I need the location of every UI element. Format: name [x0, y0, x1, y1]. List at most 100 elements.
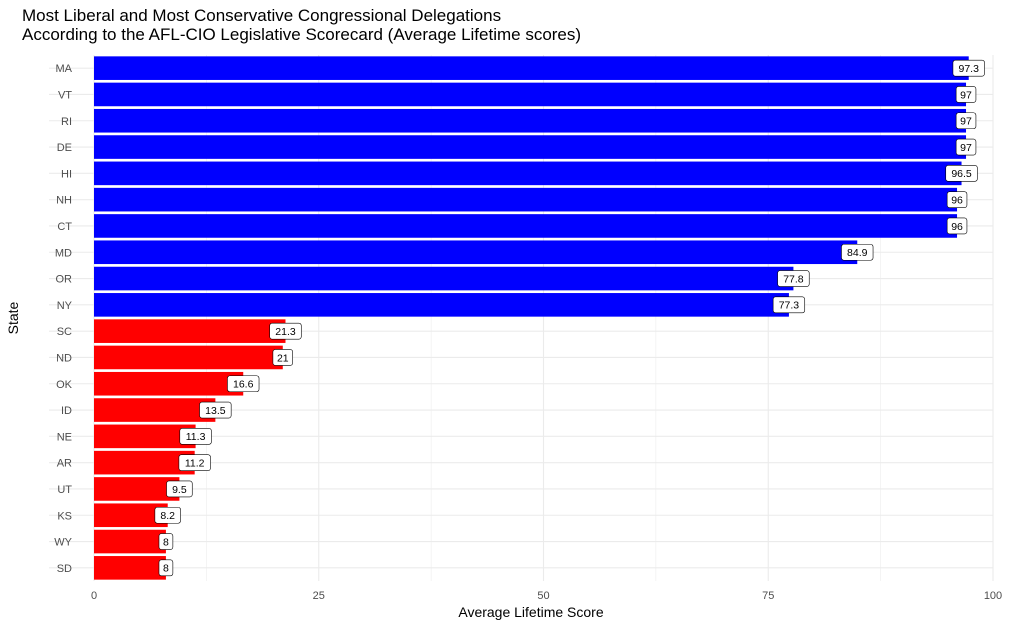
x-tick-label: 50: [537, 590, 549, 602]
data-label-box: [272, 349, 293, 366]
y-tick-label-nh: NH: [56, 195, 72, 207]
y-tick-label-sc: SC: [57, 326, 72, 338]
data-label-value: 97: [960, 116, 972, 128]
data-label-value: 96: [951, 221, 963, 233]
data-label-value: 84.9: [847, 247, 868, 259]
data-label-or: 77.8: [777, 270, 810, 287]
data-label-value: 97: [960, 142, 972, 154]
y-tick-label-or: OR: [56, 274, 73, 286]
data-label-box: [158, 559, 174, 577]
y-tick-label-sd: SD: [57, 563, 72, 575]
data-label-ct: 96: [946, 217, 968, 235]
data-label-ar: 11.2: [178, 454, 211, 471]
bar-or: [94, 266, 794, 291]
data-label-box: [772, 296, 806, 314]
bar-ar: [94, 450, 195, 475]
bar-ct: [94, 214, 958, 238]
bar-sc: [94, 319, 286, 343]
bar-ok: [94, 371, 244, 396]
bar-vt: [94, 82, 967, 107]
y-tick-label-ut: UT: [57, 484, 72, 496]
data-labels-layer: 97.3 97 97 97 96.5 96 96 84.9 77.8 77.3 21.3 21 16.6…: [154, 59, 985, 577]
y-tick-label-ne: NE: [57, 431, 72, 443]
bar-de: [94, 135, 967, 159]
data-label-ma: 97.3: [952, 59, 985, 77]
data-label-ny: 77.3: [772, 296, 806, 314]
data-label-sd: 8: [158, 559, 174, 577]
data-label-value: 8: [163, 563, 169, 575]
chart-title: Most Liberal and Most Conservative Congr…: [22, 6, 501, 25]
data-label-ri: 97: [955, 112, 977, 130]
data-label-box: [227, 375, 260, 393]
data-label-wy: 8: [158, 533, 174, 550]
y-tick-label-de: DE: [57, 142, 72, 154]
bar-nh: [94, 187, 958, 212]
data-label-box: [955, 86, 977, 103]
bar-ut: [94, 477, 180, 501]
x-tick-label: 100: [984, 590, 1002, 602]
data-label-box: [952, 59, 985, 77]
x-tick-label: 75: [762, 590, 774, 602]
y-tick-label-nd: ND: [56, 352, 72, 364]
data-label-ne: 11.3: [179, 428, 212, 445]
data-label-value: 96.5: [951, 168, 972, 180]
y-tick-label-ks: KS: [57, 510, 72, 522]
bar-ks: [94, 503, 168, 528]
data-label-box: [178, 454, 211, 471]
y-tick-label-ct: CT: [57, 221, 72, 233]
data-label-box: [269, 322, 302, 340]
x-tick-label: 0: [91, 590, 97, 602]
data-label-value: 77.3: [779, 300, 800, 312]
data-label-value: 16.6: [233, 379, 254, 391]
y-tick-label-hi: HI: [61, 168, 72, 180]
data-label-hi: 96.5: [945, 165, 978, 182]
data-label-value: 11.2: [185, 457, 205, 469]
x-axis-title: Average Lifetime Score: [458, 604, 603, 620]
data-label-value: 9.5: [172, 484, 187, 496]
data-label-nh: 96: [946, 191, 968, 208]
bar-ri: [94, 108, 967, 133]
data-label-box: [946, 217, 968, 235]
data-label-box: [199, 401, 232, 419]
data-label-box: [158, 533, 174, 550]
data-label-box: [945, 165, 978, 182]
bar-wy: [94, 529, 166, 554]
data-label-de: 97: [955, 138, 977, 156]
y-tick-label-ok: OK: [56, 379, 73, 391]
data-label-md: 84.9: [841, 243, 874, 261]
data-label-box: [955, 112, 977, 130]
data-label-value: 8: [163, 536, 169, 548]
data-label-id: 13.5: [199, 401, 232, 419]
data-label-box: [777, 270, 810, 287]
data-label-value: 21: [277, 352, 289, 364]
data-label-ok: 16.6: [227, 375, 260, 393]
data-label-value: 13.5: [205, 405, 226, 417]
data-label-value: 97.3: [959, 63, 980, 75]
bars-layer: [94, 56, 969, 580]
chart-subtitle: According to the AFL-CIO Legislative Sco…: [22, 25, 581, 44]
y-tick-label-ma: MA: [56, 63, 73, 75]
y-tick-label-id: ID: [61, 405, 72, 417]
bar-hi: [94, 161, 962, 186]
data-label-value: 11.3: [186, 431, 206, 443]
data-label-box: [841, 243, 874, 261]
y-tick-label-md: MD: [55, 247, 72, 259]
data-label-value: 8.2: [160, 510, 175, 522]
data-label-nd: 21: [272, 349, 293, 366]
y-tick-label-ri: RI: [61, 116, 72, 128]
y-axis-title: State: [5, 301, 21, 334]
bar-sd: [94, 556, 166, 580]
y-tick-label-ny: NY: [57, 300, 73, 312]
y-tick-label-vt: VT: [58, 89, 72, 101]
bar-id: [94, 398, 216, 422]
data-label-box: [179, 428, 212, 445]
data-label-ut: 9.5: [166, 480, 193, 498]
data-label-value: 21.3: [275, 326, 296, 338]
data-label-box: [166, 480, 193, 498]
grid-layer: [49, 55, 994, 581]
data-label-sc: 21.3: [269, 322, 302, 340]
data-label-value: 97: [960, 89, 972, 101]
y-tick-label-ar: AR: [57, 458, 72, 470]
y-tick-label-wy: WY: [54, 537, 72, 549]
